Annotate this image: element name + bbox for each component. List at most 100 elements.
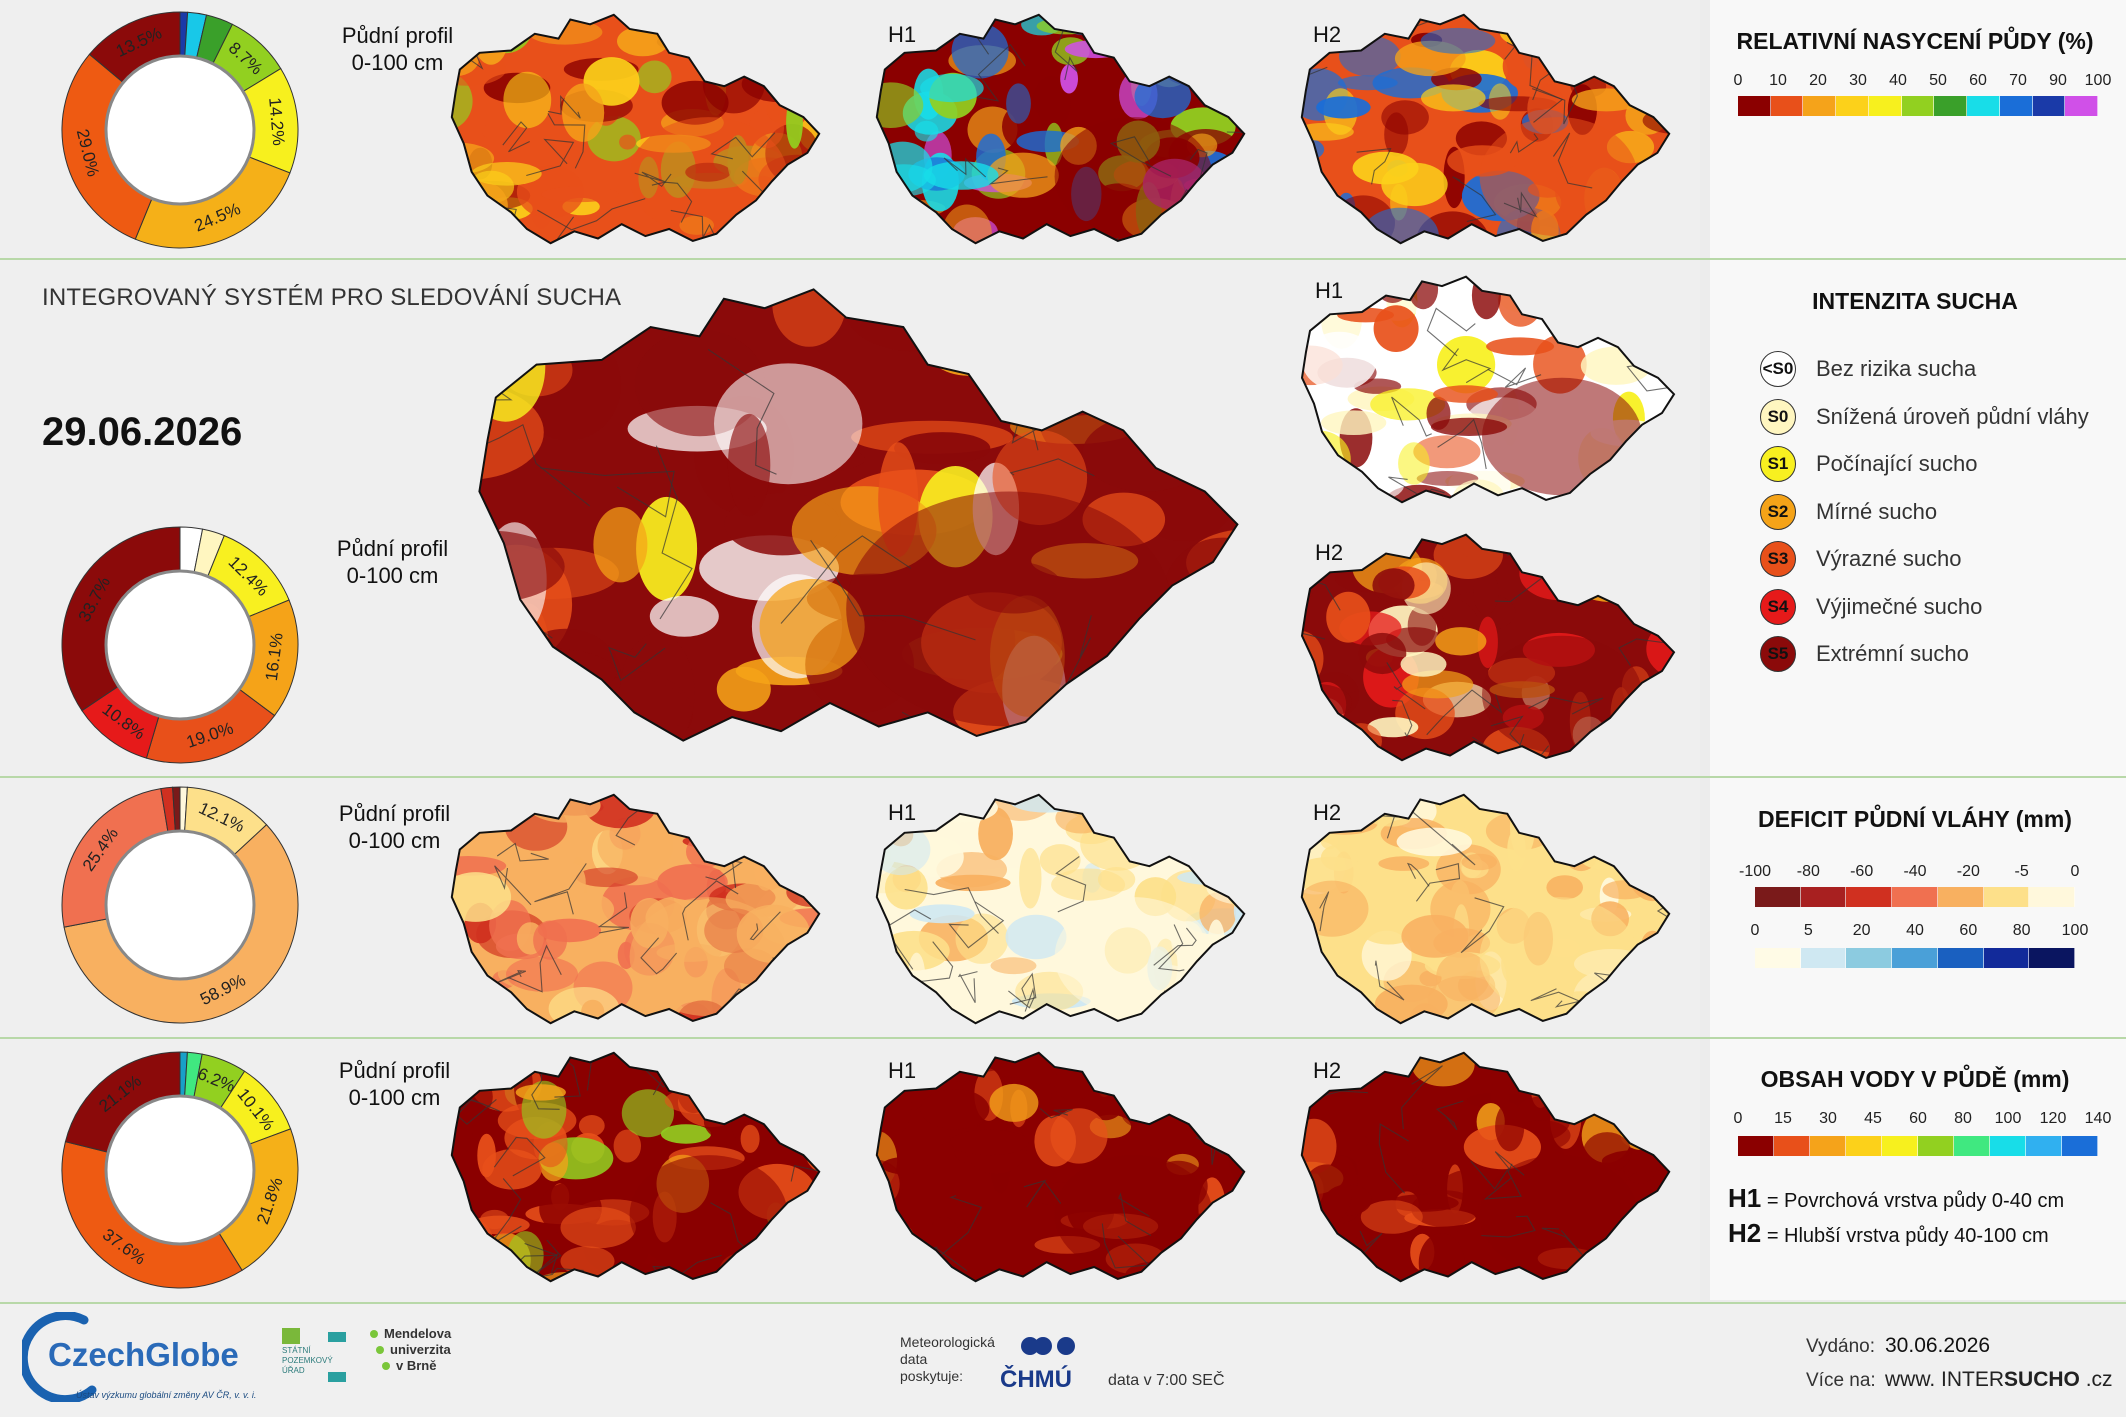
country-border (875, 13, 1246, 245)
country-border (1300, 13, 1671, 245)
country-border (875, 793, 1246, 1025)
scale-tick: -80 (1796, 863, 1820, 880)
donut-deficit: 12.1% 58.9% 25.4% (55, 780, 305, 1030)
mendelu-logo[interactable]: Mendelova univerzita v Brně (370, 1326, 480, 1396)
color-bar-swatch (1774, 1136, 1810, 1156)
scale-tick: 70 (2009, 72, 2027, 89)
scale-tick: 30 (1819, 1110, 1837, 1127)
color-bar-swatch (2062, 1136, 2098, 1156)
spu-mark-icon (282, 1328, 300, 1344)
color-bar-swatch (1901, 96, 1935, 116)
footer (0, 1304, 2126, 1417)
drought-class-label: Extrémní sucho (1816, 641, 1969, 666)
color-bar-swatch (1937, 887, 1984, 907)
map-water-profile (450, 1051, 821, 1283)
h2-note: H2 = Hlubší vrstva půdy 40-100 cm (1728, 1218, 2049, 1248)
meteo-credit: Meteorologická data poskytuje: (900, 1334, 995, 1384)
scale-tick: -40 (1903, 863, 1927, 880)
country-border (875, 1051, 1246, 1283)
color-bar-swatch (1846, 887, 1893, 907)
map-saturation-profile (450, 13, 821, 245)
deficit-legend-title: DEFICIT PŮDNÍ VLÁHY (mm) (1758, 806, 2072, 832)
map-drought-profile (478, 288, 1239, 742)
drought-legend-title: INTENZITA SUCHA (1812, 288, 2018, 314)
scale-tick: -5 (2014, 863, 2029, 880)
h1-label: H1 (888, 22, 917, 47)
map-deficit-h1 (875, 793, 1246, 1025)
h2-label: H2 (1313, 800, 1342, 825)
issued-date: 30.06.2026 (1885, 1334, 1991, 1357)
map-saturation-h2 (1300, 13, 1671, 245)
drought-class-label: Snížená úroveň půdní vláhy (1816, 403, 2089, 429)
scale-tick: 0 (1750, 922, 1760, 939)
h2-label: H2 (1313, 1058, 1342, 1083)
drought-class-badge: <S0 (1760, 351, 1796, 387)
spu-logo[interactable]: STÁTNÍ POZEMKOVÝ ÚŘAD (282, 1328, 357, 1388)
donut-water: 6.2% 10.1% 21.8% 37.6% 21.1% (55, 1045, 305, 1295)
map-water-h2 (1300, 1051, 1671, 1283)
donut-label: 14.2% (265, 97, 288, 147)
color-bar-swatch (2029, 948, 2076, 968)
row-separator (0, 258, 2126, 260)
scale-tick: 20 (1809, 72, 1827, 89)
color-bar-swatch (1918, 1136, 1954, 1156)
country-border (450, 1051, 821, 1283)
drought-class-badge: S1 (1760, 446, 1796, 482)
scale-tick: 40 (1889, 72, 1907, 89)
h1-note: H1 = Povrchová vrstva půdy 0-40 cm (1728, 1183, 2065, 1213)
chmu-logo[interactable]: ČHMÚ (1000, 1334, 1100, 1394)
scale-tick: 10 (1769, 72, 1787, 89)
color-bar-swatch (1983, 948, 2030, 968)
intersucho-link[interactable]: www. INTERSUCHO .cz (1885, 1368, 2113, 1391)
drought-class-label: Bez rizika sucha (1816, 356, 1977, 381)
drought-legend-item: S4 Výjimečné sucho (1760, 587, 1982, 627)
drought-legend-item: S1 Počínající sucho (1760, 444, 1977, 484)
report-date: 29.06.2026 (42, 410, 243, 454)
drought-class-badge: S3 (1760, 541, 1796, 577)
scale-tick: 15 (1774, 1110, 1792, 1127)
h2-label: H2 (1313, 22, 1342, 47)
spu-mark-icon (328, 1332, 346, 1342)
country-border (1300, 793, 1671, 1025)
color-bar-swatch (1954, 1136, 1990, 1156)
scale-tick: 45 (1864, 1110, 1882, 1127)
color-bar-swatch (1800, 948, 1847, 968)
scale-tick: 80 (1954, 1110, 1972, 1127)
scale-tick: 80 (2012, 922, 2031, 939)
country-border (478, 288, 1239, 742)
row-separator (0, 1037, 2126, 1039)
scale-tick: 60 (1959, 922, 1978, 939)
color-bar-swatch (1892, 887, 1938, 907)
drought-legend-item: S2 Mírné sucho (1760, 492, 1937, 532)
map-deficit-profile (450, 793, 821, 1025)
color-bar-swatch (1937, 948, 1984, 968)
country-border (1300, 533, 1676, 762)
color-bar-swatch (1755, 948, 1801, 968)
color-bar-swatch (1999, 96, 2033, 116)
color-bar-swatch (1846, 948, 1893, 968)
color-bar-swatch (2065, 96, 2099, 116)
color-bar-swatch (1836, 96, 1869, 116)
color-bar-swatch (1810, 1136, 1846, 1156)
map-drought-h2 (1300, 533, 1676, 762)
color-bar-swatch (1738, 1136, 1774, 1156)
drought-legend-item: S0 Snížená úroveň půdní vláhy (1760, 397, 2089, 437)
donut-deficit-svg: 12.1%58.9%25.4% (61, 786, 299, 1024)
drought-class-label: Počínající sucho (1816, 451, 1978, 476)
scale-tick: 0 (1733, 1110, 1743, 1127)
scale-tick: 120 (2039, 1110, 2067, 1127)
scale-tick: -60 (1850, 863, 1874, 880)
color-bar (1755, 948, 2076, 968)
mendelu-dot-icon (370, 1330, 378, 1338)
color-bar-swatch (1983, 887, 2030, 907)
scale-tick: 30 (1849, 72, 1867, 89)
color-bar (1738, 1136, 2098, 1156)
donut-drought-svg: 12.4%16.1%19.0%10.8%33.7% (61, 526, 299, 764)
h1-label: H1 (888, 1058, 917, 1083)
color-bar-swatch (1846, 1136, 1882, 1156)
h1-label: H1 (1315, 278, 1344, 303)
spu-mark-icon (328, 1372, 346, 1382)
czechglobe-logo[interactable]: CzechGlobe Ústav výzkumu globální změny … (22, 1312, 262, 1407)
drought-class-badge: S4 (1760, 588, 1796, 625)
h2-label: H2 (1315, 540, 1344, 565)
